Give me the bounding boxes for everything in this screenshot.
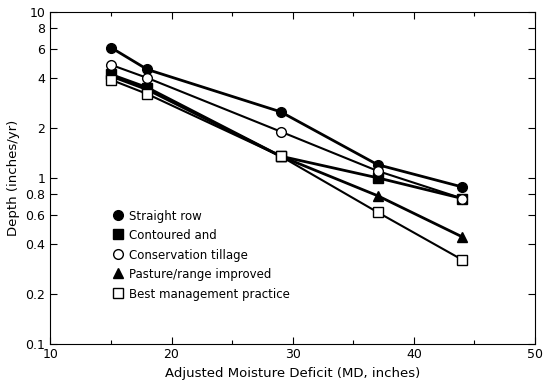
Line: Pasture/range improved: Pasture/range improved [106, 71, 467, 242]
Contoured and [277, 154, 284, 159]
Best management practice [374, 210, 381, 214]
Y-axis label: Depth (inches/yr): Depth (inches/yr) [7, 120, 20, 236]
Pasture/range improved [108, 74, 114, 79]
Pasture/range improved [374, 194, 381, 198]
Straight row [459, 185, 466, 189]
Conservation tillage [459, 196, 466, 201]
Line: Contoured and: Contoured and [106, 70, 467, 204]
Best management practice [459, 257, 466, 262]
Contoured and [374, 175, 381, 180]
Pasture/range improved [277, 154, 284, 159]
X-axis label: Adjusted Moisture Deficit (MD, inches): Adjusted Moisture Deficit (MD, inches) [165, 367, 420, 380]
Line: Best management practice: Best management practice [106, 75, 467, 265]
Straight row [108, 45, 114, 50]
Line: Straight row: Straight row [106, 43, 467, 192]
Conservation tillage [108, 62, 114, 67]
Contoured and [144, 85, 151, 90]
Line: Conservation tillage: Conservation tillage [106, 60, 467, 204]
Straight row [277, 110, 284, 114]
Best management practice [108, 77, 114, 82]
Contoured and [459, 196, 466, 201]
Conservation tillage [277, 129, 284, 134]
Conservation tillage [144, 75, 151, 80]
Best management practice [277, 154, 284, 159]
Straight row [144, 67, 151, 72]
Legend: Straight row, Contoured and, Conservation tillage, Pasture/range improved, Best : Straight row, Contoured and, Conservatio… [113, 209, 290, 301]
Conservation tillage [374, 169, 381, 173]
Contoured and [108, 72, 114, 77]
Straight row [374, 162, 381, 167]
Best management practice [144, 92, 151, 96]
Pasture/range improved [144, 87, 151, 92]
Pasture/range improved [459, 235, 466, 239]
